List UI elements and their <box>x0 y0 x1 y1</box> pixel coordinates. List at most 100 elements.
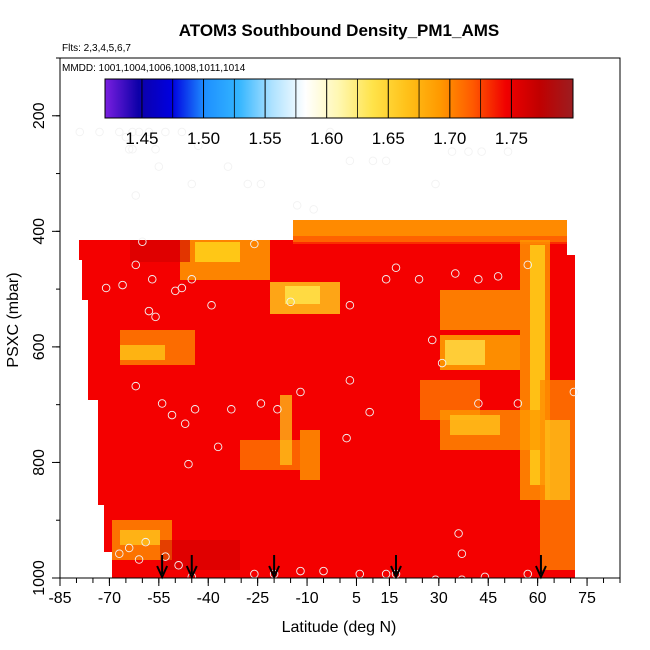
sample-point <box>75 127 85 137</box>
x-tick-label: -10 <box>295 590 318 607</box>
x-tick-label: 75 <box>578 590 596 607</box>
sample-point <box>124 145 134 154</box>
sample-point <box>345 376 355 385</box>
x-tick-label: -85 <box>48 590 71 607</box>
heat-band-r1 <box>440 290 520 330</box>
sample-point <box>569 387 579 397</box>
y-tick-label: 1000 <box>31 560 48 596</box>
x-tick-label: -40 <box>197 590 220 607</box>
colorbar-tick-label: 1.70 <box>433 129 466 148</box>
sample-point <box>167 410 177 420</box>
sample-point <box>477 147 486 156</box>
sample-point <box>207 301 216 310</box>
sample-point <box>451 269 460 278</box>
sample-point <box>124 543 134 553</box>
sample-point <box>273 405 282 414</box>
profile-arrow <box>185 555 198 580</box>
sample-point <box>184 459 193 469</box>
sample-point <box>342 433 351 443</box>
sample-point <box>256 399 266 408</box>
sample-point <box>414 275 424 284</box>
sample-point <box>464 147 473 156</box>
sample-point <box>493 272 503 281</box>
x-axis: -85 -70 -55 -40 -25 -10 5 15 30 45 60 75 <box>48 578 621 607</box>
sample-point <box>190 405 200 414</box>
sample-point <box>437 358 447 368</box>
sample-point <box>457 549 467 558</box>
sample-point <box>474 399 483 408</box>
sample-point <box>151 312 160 322</box>
sample-point <box>194 141 203 151</box>
sample-point <box>391 263 401 272</box>
sample-point <box>480 572 490 578</box>
sample-point <box>138 237 147 246</box>
x-tick-label: 45 <box>479 590 497 607</box>
sample-point <box>144 127 154 137</box>
sample-point <box>134 127 144 137</box>
sample-point <box>115 127 124 137</box>
sample-point <box>523 260 533 270</box>
sample-point <box>128 145 137 154</box>
profile-arrows <box>156 555 547 580</box>
sample-point <box>381 156 391 166</box>
sample-point <box>227 405 236 414</box>
x-tick-label: 15 <box>381 590 399 607</box>
heat-band-r10 <box>545 420 570 500</box>
sample-point <box>365 407 374 417</box>
sample-point <box>345 156 355 166</box>
sample-point <box>243 179 253 189</box>
sample-point <box>286 297 295 307</box>
y-axis: 200 400 600 800 1000 <box>31 57 60 596</box>
sample-point <box>292 201 302 210</box>
y-axis-title: PSXC (mbar) <box>5 272 22 367</box>
sample-point <box>177 127 187 137</box>
sample-point <box>154 162 164 171</box>
sample-point <box>447 147 457 156</box>
sample-point <box>296 566 305 576</box>
sample-point <box>345 301 355 310</box>
heat-band-top-left-dark <box>130 240 190 262</box>
x-tick-label: -70 <box>98 590 121 607</box>
sample-point <box>503 147 513 156</box>
colorbar-tick-label: 1.60 <box>310 129 343 148</box>
sample-point <box>381 275 391 284</box>
x-axis-title: Latitude (deg N) <box>282 619 397 636</box>
sample-point <box>161 127 170 137</box>
sample-point <box>250 239 259 249</box>
colorbar-tick-label: 1.75 <box>495 129 528 148</box>
heat-band-r8 <box>450 415 500 435</box>
chart-title: ATOM3 Southbound Density_PM1_AMS <box>179 21 500 40</box>
y-tick-label: 400 <box>31 218 48 245</box>
x-tick-label: -25 <box>246 590 269 607</box>
sample-point <box>131 260 141 270</box>
sample-point <box>131 191 141 200</box>
sample-point <box>454 529 463 538</box>
colorbar: 1.45 1.50 1.55 1.60 1.65 1.70 1.75 <box>104 78 574 148</box>
y-tick-label: 600 <box>31 333 48 360</box>
sample-point <box>309 205 318 214</box>
y-tick-label: 800 <box>31 449 48 476</box>
profile-arrow <box>156 555 169 580</box>
sample-point <box>95 127 104 137</box>
sample-point <box>128 127 137 137</box>
sample-point <box>131 381 141 391</box>
sample-point <box>427 335 437 345</box>
sample-point <box>144 306 154 316</box>
x-tick-label: 5 <box>352 590 361 607</box>
sample-point <box>256 179 266 189</box>
sample-point <box>151 145 160 154</box>
sample-point <box>431 179 440 189</box>
sample-point <box>319 566 328 576</box>
x-tick-label: -55 <box>147 590 170 607</box>
colorbar-gradient <box>104 78 574 119</box>
profile-arrow <box>268 555 281 580</box>
sample-point <box>474 275 483 284</box>
sample-point <box>121 132 131 142</box>
colorbar-tick-label: 1.65 <box>372 129 405 148</box>
sample-point <box>187 179 197 189</box>
x-tick-label: 60 <box>529 590 547 607</box>
sample-point <box>134 555 144 564</box>
flights-label: Flts: 2,3,4,5,6,7 <box>62 43 131 54</box>
heat-band-bottom-dark <box>160 540 240 570</box>
